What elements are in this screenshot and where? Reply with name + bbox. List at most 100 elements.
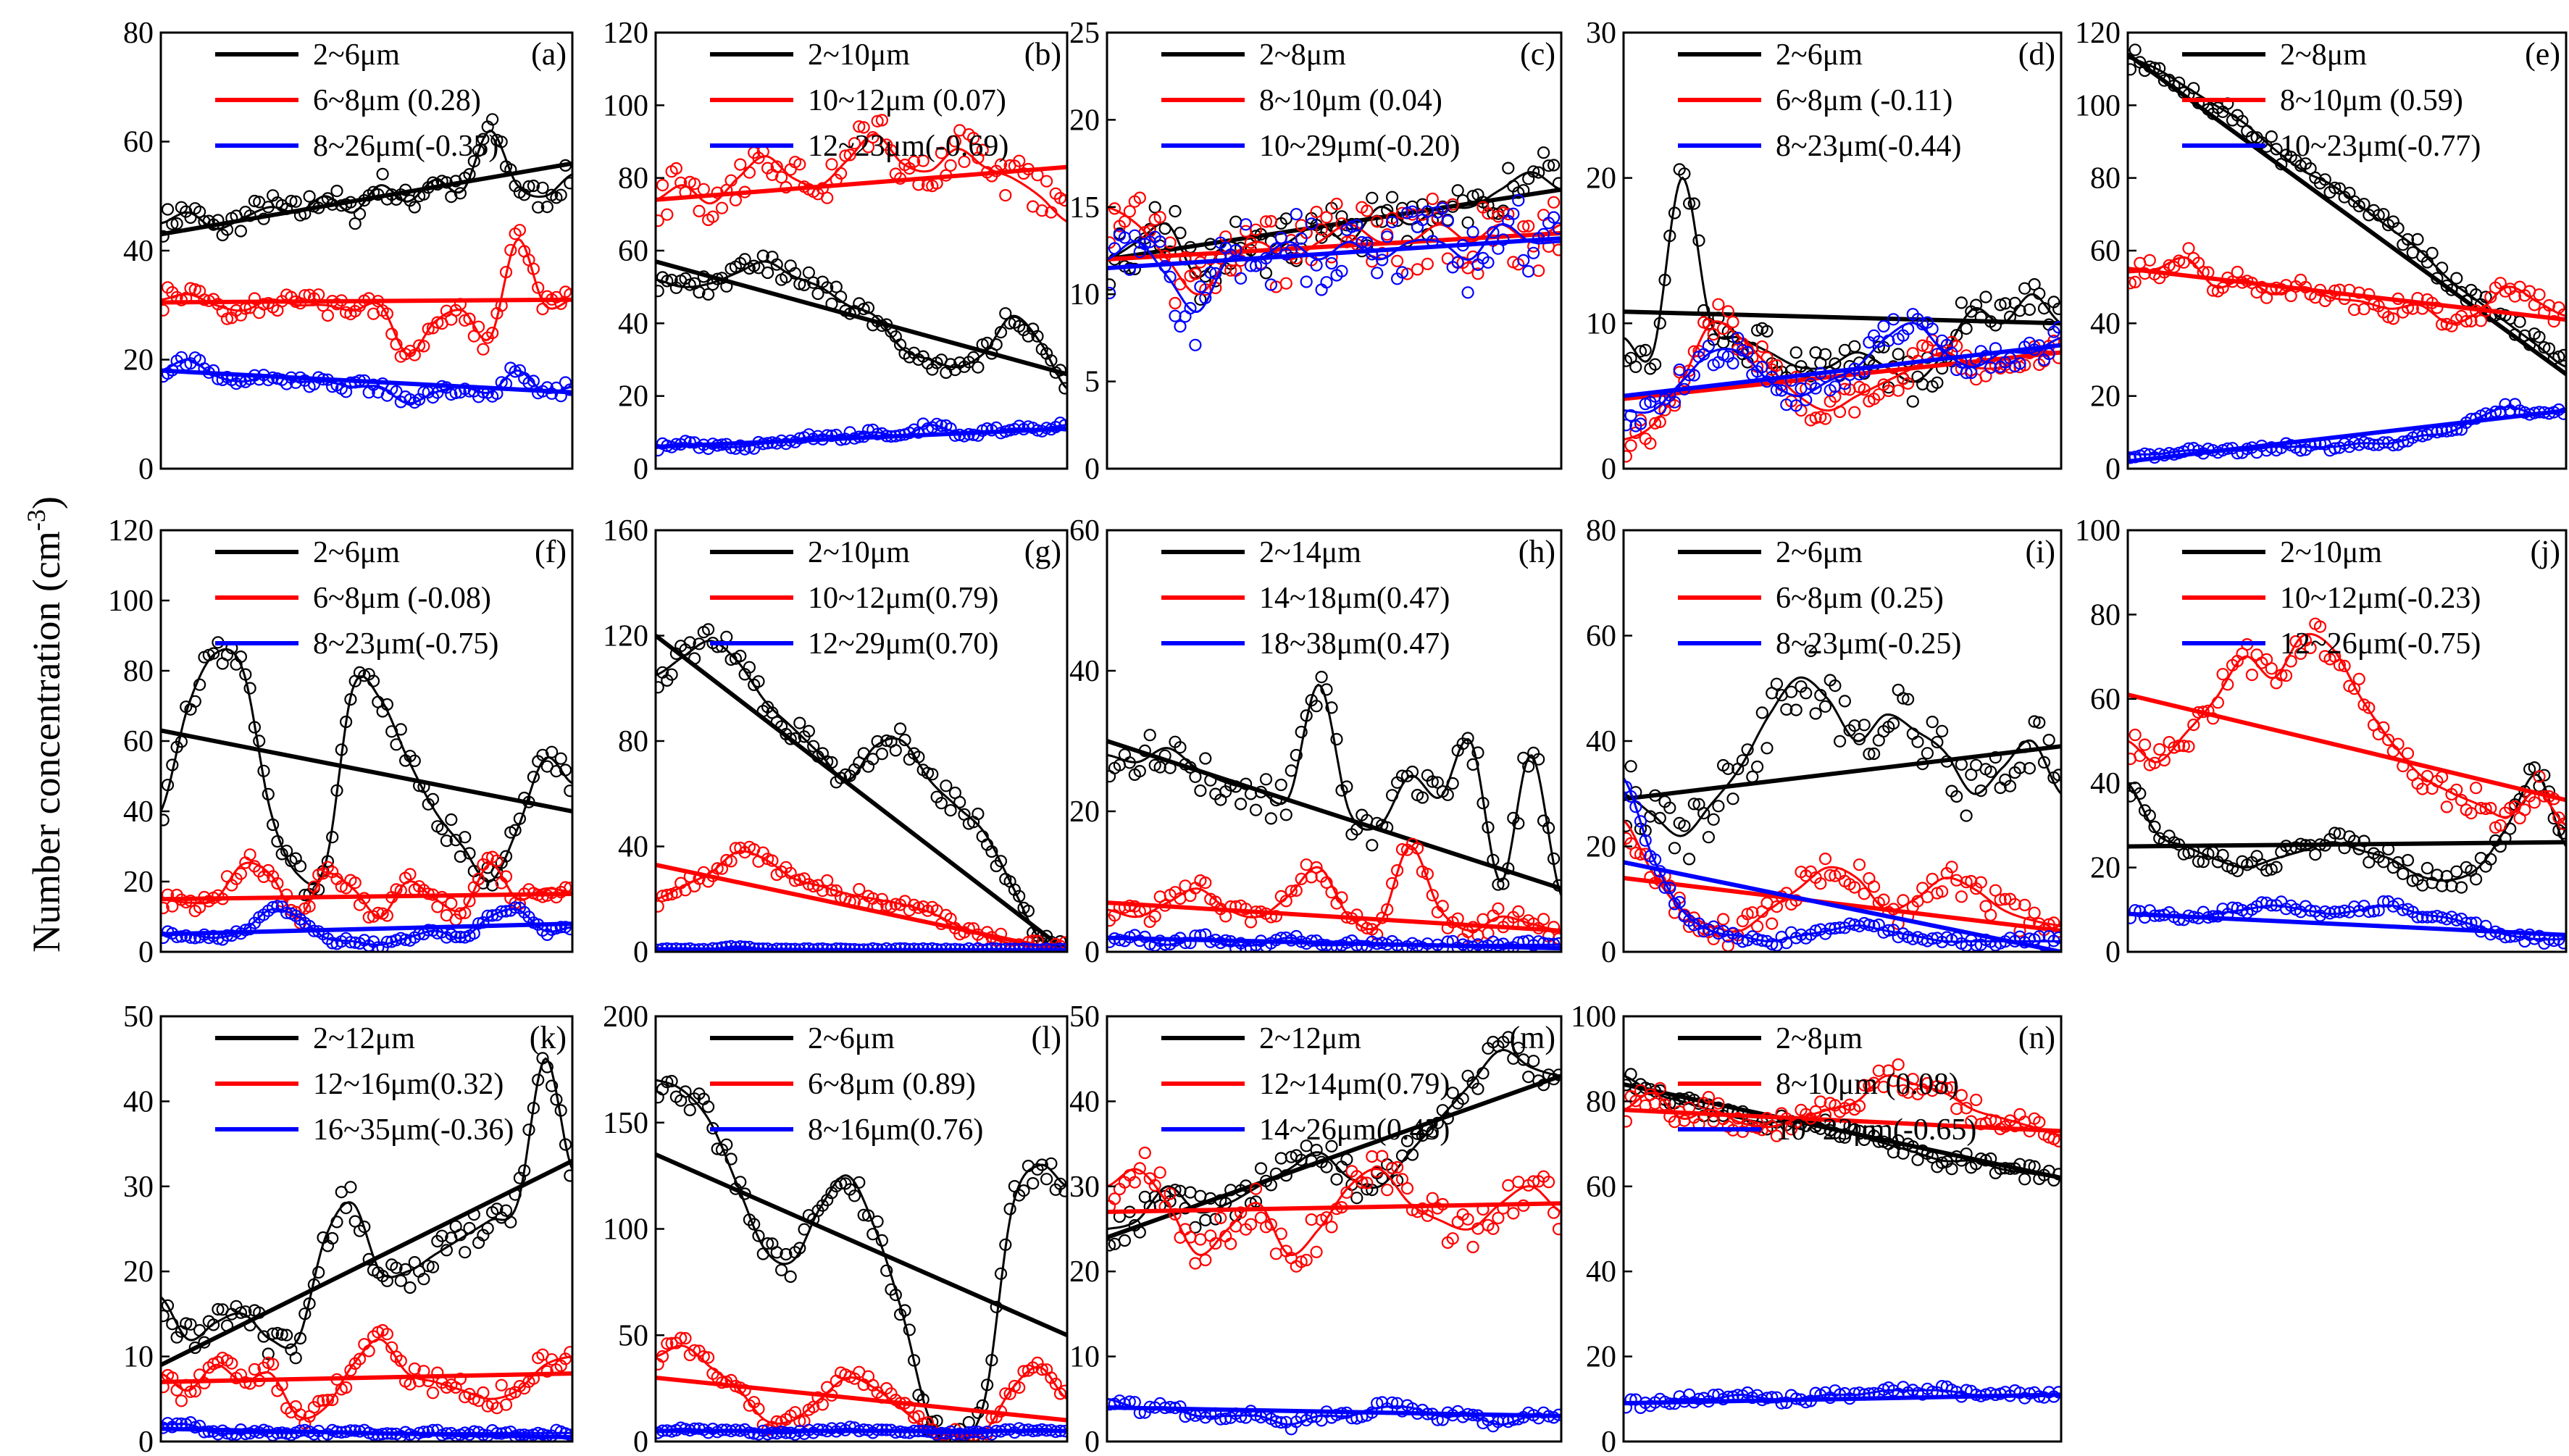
- y-tick-label-e: 60: [2090, 235, 2121, 268]
- legend-label-d-1: 6~8μm (-0.11): [1776, 84, 1952, 117]
- point-c-1: [1123, 205, 1136, 218]
- point-d-1: [1726, 315, 1739, 329]
- panel-label-l: (l): [1031, 1020, 1061, 1055]
- point-n-1: [1702, 1090, 1715, 1104]
- point-d-1: [1721, 305, 1734, 318]
- point-i-0: [1863, 748, 1876, 761]
- plot-area-d: [1624, 163, 2061, 463]
- point-c-0: [1451, 184, 1464, 197]
- point-n-1: [1814, 1095, 1827, 1108]
- point-b-0: [1045, 354, 1058, 367]
- fit-line-h-2: [1107, 935, 1561, 951]
- point-e-1: [2182, 242, 2195, 255]
- point-c-1: [1133, 191, 1146, 204]
- plot-area-a: [161, 113, 572, 409]
- y-tick-label-e: 120: [2075, 17, 2121, 50]
- point-j-0: [2557, 827, 2566, 840]
- point-m-1: [1300, 1253, 1313, 1267]
- y-tick-label-i: 0: [1601, 936, 1616, 969]
- point-d-0: [2052, 302, 2061, 315]
- point-f-1: [234, 867, 247, 880]
- point-i-0: [1683, 853, 1696, 866]
- point-j-0: [2455, 881, 2468, 894]
- point-f-1: [243, 848, 256, 861]
- point-g-0: [665, 668, 678, 681]
- point-c-2: [1123, 263, 1136, 276]
- point-d-1: [1707, 328, 1720, 341]
- fit-line-k-0: [161, 1158, 572, 1368]
- y-tick-label-d: 20: [1586, 162, 1616, 196]
- point-e-0: [2128, 63, 2136, 76]
- point-j-0: [2401, 853, 2415, 867]
- point-i-1: [1741, 908, 1754, 921]
- point-i-1: [2008, 898, 2021, 911]
- legend-label-c-0: 2~8μm: [1259, 38, 1346, 72]
- point-f-1: [193, 900, 206, 914]
- point-m-0: [1209, 1213, 1222, 1226]
- point-i-1: [1984, 908, 1997, 921]
- point-i-1: [1770, 900, 1783, 913]
- point-k-0: [275, 1328, 288, 1341]
- point-i-1: [1717, 913, 1730, 926]
- point-m-0: [1325, 1139, 1338, 1153]
- point-b-1: [821, 191, 834, 204]
- point-c-1: [1330, 197, 1343, 211]
- point-c-0: [1366, 191, 1379, 204]
- point-b-1: [994, 158, 1008, 171]
- point-i-0: [1936, 724, 1949, 737]
- point-f-1: [472, 872, 485, 885]
- point-b-1: [734, 158, 747, 171]
- point-h-0: [1274, 778, 1287, 792]
- panel-g: 0 40 80 120 160 2~10μm 10~12μm(0.79) 12~29μm(0.…: [603, 514, 1069, 969]
- point-d-2: [1668, 396, 1682, 409]
- point-i-0: [1707, 813, 1720, 826]
- point-f-2: [170, 930, 183, 944]
- point-e-1: [2357, 303, 2370, 316]
- point-m-1: [1361, 1176, 1374, 1189]
- point-d-0: [1955, 296, 1968, 309]
- point-f-0: [298, 888, 312, 902]
- point-d-1: [1902, 377, 1915, 390]
- point-k-0: [394, 1274, 407, 1287]
- legend-label-i-1: 6~8μm (0.25): [1776, 582, 1944, 615]
- point-j-2: [2328, 905, 2342, 919]
- point-h-0: [1405, 765, 1419, 779]
- point-h-0: [1426, 775, 1439, 788]
- y-tick-label-f: 20: [123, 866, 154, 899]
- y-tick-label-e: 20: [2090, 380, 2121, 414]
- point-c-1: [1426, 192, 1439, 206]
- point-h-0: [1416, 791, 1429, 804]
- point-j-1: [2518, 803, 2531, 816]
- point-b-1: [661, 208, 674, 221]
- point-m-1: [1552, 1223, 1561, 1236]
- point-c-2: [1209, 267, 1222, 280]
- panel-d: 0 10 20 30 2~6μm 6~8μm (-0.11) 8~23μm(-0.44) (d…: [1586, 17, 2063, 486]
- fit-line-e-2: [2128, 408, 2566, 464]
- axes-frame-j: [2126, 529, 2568, 953]
- fit-line-j-1: [2128, 693, 2566, 803]
- point-b-1: [935, 146, 948, 159]
- point-m-0: [1254, 1162, 1268, 1175]
- point-k-0: [257, 1330, 270, 1343]
- point-c-1: [1361, 204, 1374, 217]
- point-j-2: [2420, 911, 2434, 924]
- point-i-0: [1687, 798, 1700, 811]
- y-axis-label-close: ): [25, 496, 68, 509]
- panel-label-g: (g): [1024, 534, 1061, 569]
- point-m-1: [1305, 1213, 1318, 1226]
- point-c-2: [1527, 246, 1540, 259]
- panel-label-j: (j): [2530, 534, 2560, 569]
- point-i-0: [1834, 735, 1847, 748]
- point-c-2: [1164, 270, 1177, 283]
- point-n-2: [1775, 1397, 1788, 1410]
- point-m-1: [1194, 1233, 1207, 1246]
- legend-label-h-1: 14~18μm(0.47): [1259, 582, 1450, 615]
- point-i-0: [1780, 703, 1793, 716]
- point-a-0: [330, 185, 343, 198]
- point-m-1: [1244, 1218, 1258, 1231]
- legend-label-a-0: 2~6μm: [313, 38, 400, 72]
- point-d-1: [1668, 399, 1682, 412]
- point-d-1: [1882, 384, 1895, 398]
- point-h-1: [1284, 884, 1298, 898]
- point-f-1: [161, 901, 170, 915]
